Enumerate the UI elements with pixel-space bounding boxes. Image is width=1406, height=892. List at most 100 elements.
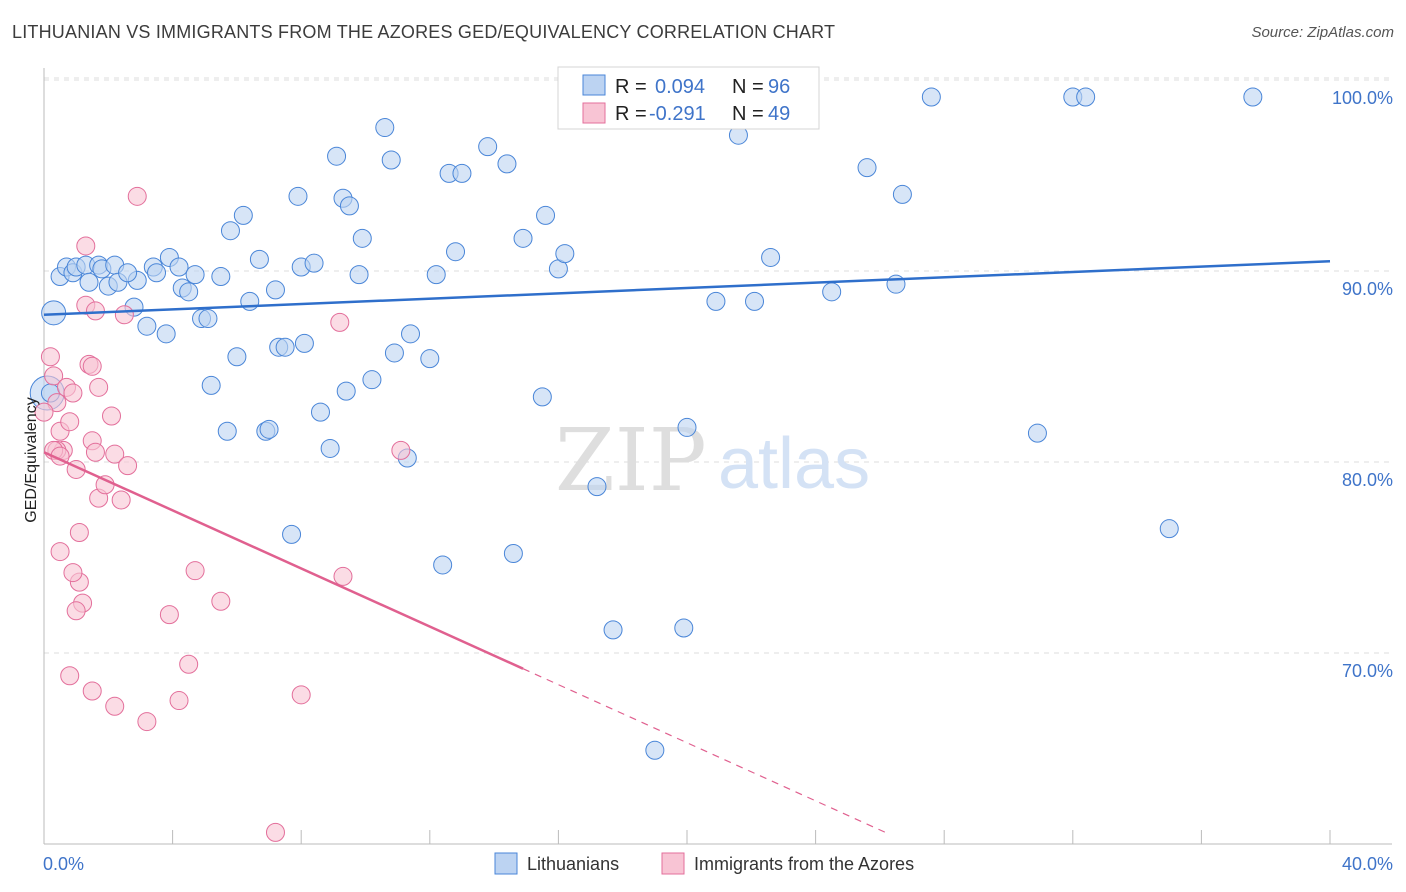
- data-point-lithuanian: [822, 282, 842, 302]
- legend-n-label-1: N =: [732, 76, 764, 98]
- data-point-lithuanian: [677, 417, 697, 437]
- bottom-legend-azores: Immigrants from the Azores: [694, 854, 914, 874]
- data-point-lithuanian: [426, 265, 446, 285]
- data-point-lithuanian: [536, 205, 556, 225]
- data-point-azores: [265, 822, 285, 842]
- data-point-lithuanian: [1243, 87, 1263, 107]
- legend-r-label-2: R =: [615, 103, 647, 125]
- data-point-azores: [185, 561, 205, 581]
- data-point-azores: [85, 442, 105, 462]
- legend-r-value-2: -0.291: [649, 103, 706, 125]
- data-point-lithuanian: [892, 184, 912, 204]
- data-point-azores: [179, 654, 199, 674]
- legend-swatch-pink: [582, 102, 606, 124]
- data-point-lithuanian: [375, 118, 395, 138]
- data-point-azores: [333, 566, 353, 586]
- data-point-lithuanian: [401, 324, 421, 344]
- data-point-azores: [66, 601, 86, 621]
- data-point-azores: [291, 685, 311, 705]
- data-point-lithuanian: [349, 265, 369, 285]
- x-tick-label-max: 40.0%: [1342, 854, 1393, 874]
- data-point-lithuanian: [706, 291, 726, 311]
- data-point-lithuanian: [452, 163, 472, 183]
- data-point-lithuanian: [185, 265, 205, 285]
- y-tick-label: 80.0%: [1342, 470, 1393, 490]
- series-azores: [34, 186, 411, 842]
- bottom-legend: Lithuanians Immigrants from the Azores: [494, 852, 914, 875]
- watermark-atlas: atlas: [718, 424, 870, 504]
- data-point-lithuanian: [169, 257, 189, 277]
- data-point-lithuanian: [275, 337, 295, 357]
- legend-r-value-1: 0.094: [655, 76, 705, 98]
- data-point-lithuanian: [179, 282, 199, 302]
- data-point-lithuanian: [294, 333, 314, 353]
- data-point-lithuanian: [233, 205, 253, 225]
- data-point-azores: [118, 456, 138, 476]
- data-point-azores: [127, 186, 147, 206]
- data-point-azores: [47, 393, 67, 413]
- y-tick-label: 90.0%: [1342, 279, 1393, 299]
- legend-n-value-2: 49: [768, 103, 790, 125]
- x-tick-label-min: 0.0%: [43, 854, 84, 874]
- legend-n-value-1: 96: [768, 76, 790, 98]
- data-point-lithuanian: [336, 381, 356, 401]
- data-point-lithuanian: [603, 620, 623, 640]
- data-point-azores: [169, 691, 189, 711]
- gridlines: [44, 77, 1392, 654]
- data-point-lithuanian: [282, 524, 302, 544]
- data-point-lithuanian: [320, 438, 340, 458]
- data-point-azores: [114, 305, 134, 325]
- data-point-lithuanian: [198, 309, 218, 329]
- chart-title: LITHUANIAN VS IMMIGRANTS FROM THE AZORES…: [12, 22, 836, 42]
- data-point-lithuanian: [79, 272, 99, 292]
- data-point-lithuanian: [327, 146, 347, 166]
- y-axis-label: GED/Equivalency: [23, 397, 40, 522]
- data-point-azores: [60, 412, 80, 432]
- data-point-lithuanian: [381, 150, 401, 170]
- data-point-lithuanian: [265, 280, 285, 300]
- data-point-lithuanian: [446, 242, 466, 262]
- axes: [43, 68, 1392, 845]
- data-point-lithuanian: [339, 196, 359, 216]
- data-point-lithuanian: [259, 419, 279, 439]
- data-point-azores: [85, 301, 105, 321]
- data-point-azores: [111, 490, 131, 510]
- data-point-lithuanian: [497, 154, 517, 174]
- data-point-lithuanian: [249, 249, 269, 269]
- data-point-azores: [50, 542, 70, 562]
- data-point-lithuanian: [217, 421, 237, 441]
- watermark: ZIP atlas: [555, 411, 870, 511]
- data-point-azores: [330, 312, 350, 332]
- data-point-azores: [63, 563, 83, 583]
- data-point-azores: [95, 475, 115, 495]
- data-point-azores: [76, 236, 96, 256]
- data-point-lithuanian: [674, 618, 694, 638]
- data-point-lithuanian: [1027, 423, 1047, 443]
- data-point-azores: [82, 681, 102, 701]
- data-point-azores: [137, 712, 157, 732]
- data-point-lithuanian: [478, 137, 498, 157]
- trend-lines: [43, 260, 1331, 835]
- y-tick-label: 100.0%: [1332, 88, 1393, 108]
- legend-swatch-blue: [582, 74, 606, 96]
- data-point-lithuanian: [288, 186, 308, 206]
- data-point-lithuanian: [227, 347, 247, 367]
- data-point-lithuanian: [857, 158, 877, 178]
- data-point-azores: [89, 377, 109, 397]
- data-point-lithuanian: [587, 477, 607, 497]
- data-point-lithuanian: [420, 349, 440, 369]
- legend-n-label-2: N =: [732, 103, 764, 125]
- data-point-azores: [105, 444, 125, 464]
- data-point-azores: [60, 666, 80, 686]
- data-point-azores: [102, 406, 122, 426]
- data-point-lithuanian: [201, 375, 221, 395]
- data-point-lithuanian: [211, 267, 231, 287]
- data-point-lithuanian: [352, 228, 372, 248]
- data-point-lithuanian: [1076, 87, 1096, 107]
- data-point-azores: [105, 696, 125, 716]
- trend-line-azores: [43, 451, 524, 670]
- trend-line-lithuanians: [43, 260, 1331, 316]
- data-point-lithuanian: [645, 740, 665, 760]
- data-point-azores: [40, 347, 60, 367]
